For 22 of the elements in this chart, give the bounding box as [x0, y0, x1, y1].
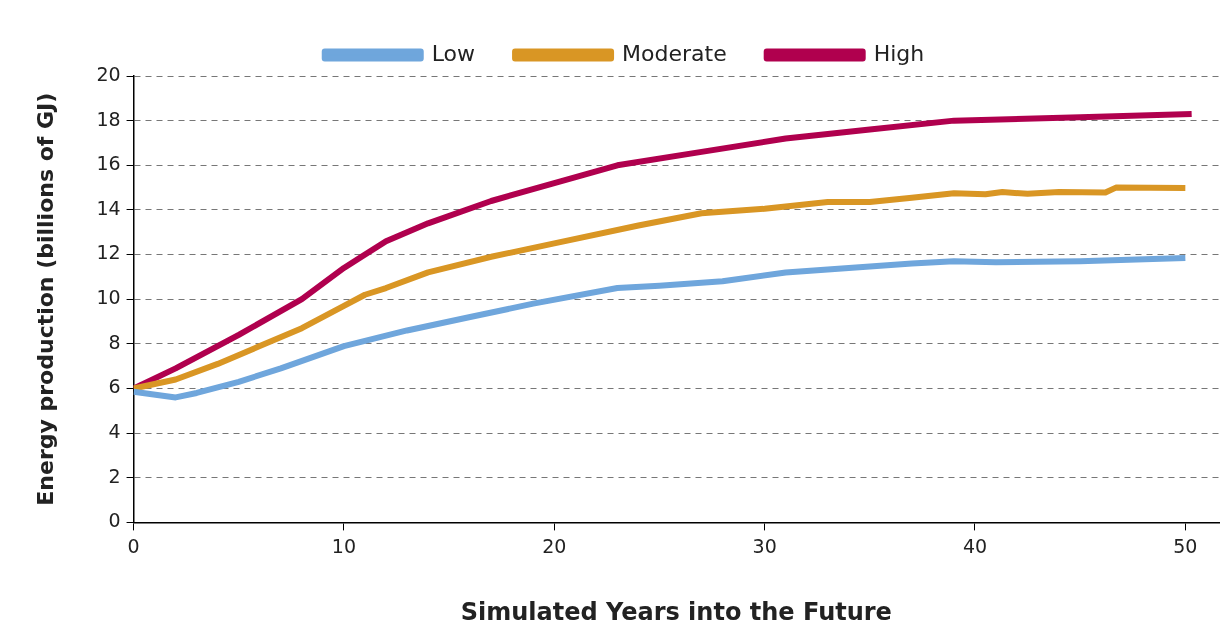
legend-label: High [873, 40, 925, 66]
y-tick-label: 16 [96, 152, 121, 175]
x-axis-title: Simulated Years into the Future [460, 597, 892, 626]
y-tick-label: 10 [96, 286, 121, 309]
x-tick-label: 10 [331, 534, 357, 557]
y-tick-label: 18 [96, 107, 121, 130]
x-tick-label: 50 [1173, 534, 1198, 557]
y-tick-label: 12 [96, 241, 121, 264]
y-axis-title: Energy production (billions of GJ) [32, 92, 58, 506]
y-tick-label: 14 [96, 196, 121, 219]
y-tick-label: 0 [108, 509, 121, 532]
x-tick-label: 30 [752, 534, 777, 557]
y-tick-label: 6 [108, 375, 121, 398]
legend-label: Moderate [622, 40, 727, 66]
y-tick-label: 20 [96, 62, 121, 85]
x-tick-label: 20 [542, 534, 567, 557]
legend-label: Low [431, 40, 476, 66]
y-tick-label: 2 [108, 464, 121, 487]
y-tick-label: 8 [108, 330, 121, 353]
x-tick-label: 40 [962, 534, 988, 557]
y-tick-label: 4 [108, 420, 121, 443]
x-tick-label: 0 [127, 534, 140, 557]
